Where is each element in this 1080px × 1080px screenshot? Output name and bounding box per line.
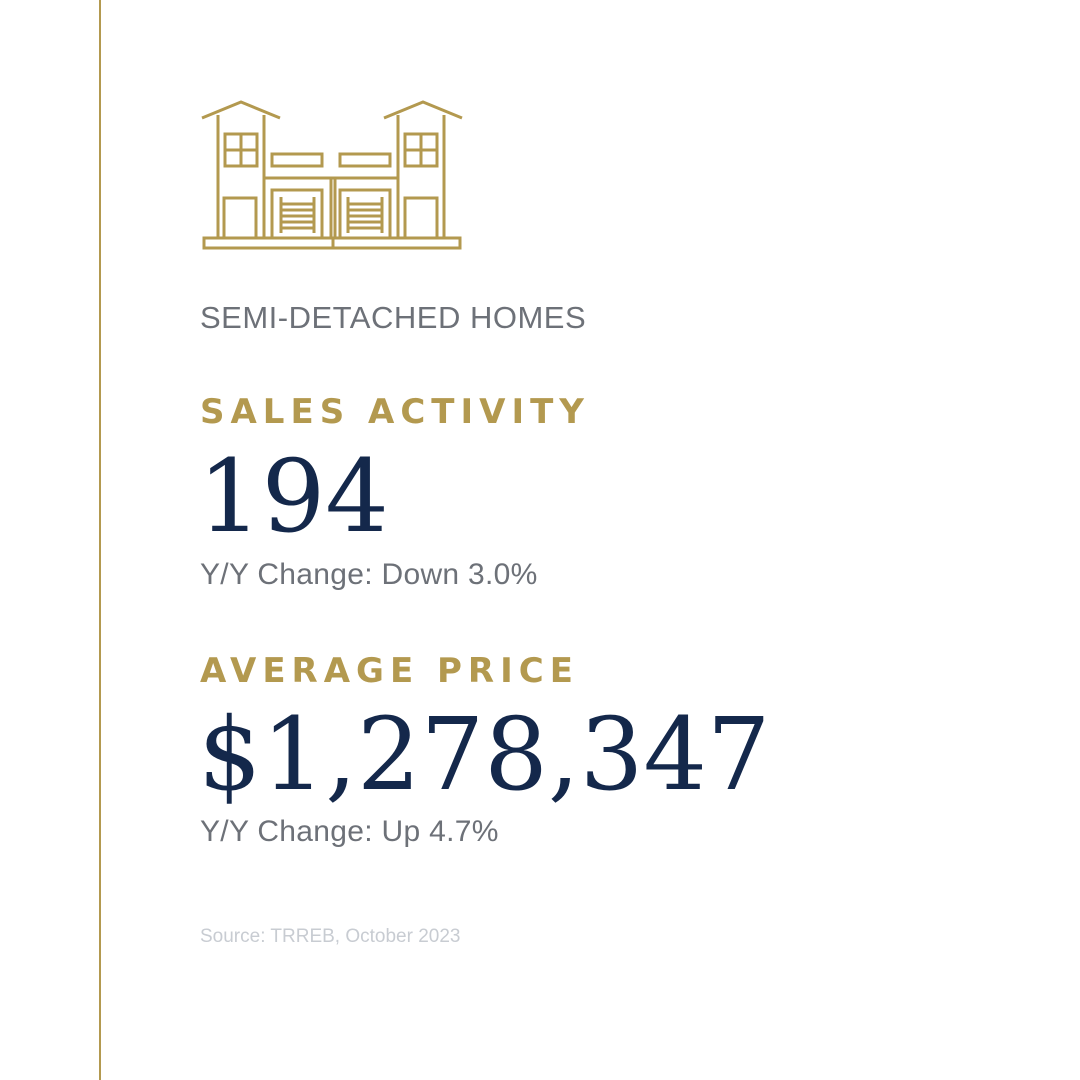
sales-activity-value: 194 bbox=[198, 438, 389, 555]
source-note: Source: TRREB, October 2023 bbox=[200, 926, 461, 947]
sales-activity-change: Y/Y Change: Down 3.0% bbox=[200, 558, 538, 591]
average-price-label: AVERAGE PRICE bbox=[200, 651, 579, 691]
semi-detached-house-icon bbox=[201, 100, 463, 250]
average-price-value: $1,278,347 bbox=[198, 696, 771, 813]
category-title: SEMI-DETACHED HOMES bbox=[200, 300, 587, 335]
sales-activity-label: SALES ACTIVITY bbox=[200, 392, 590, 432]
left-divider-line bbox=[99, 0, 101, 1080]
average-price-change: Y/Y Change: Up 4.7% bbox=[200, 815, 499, 848]
